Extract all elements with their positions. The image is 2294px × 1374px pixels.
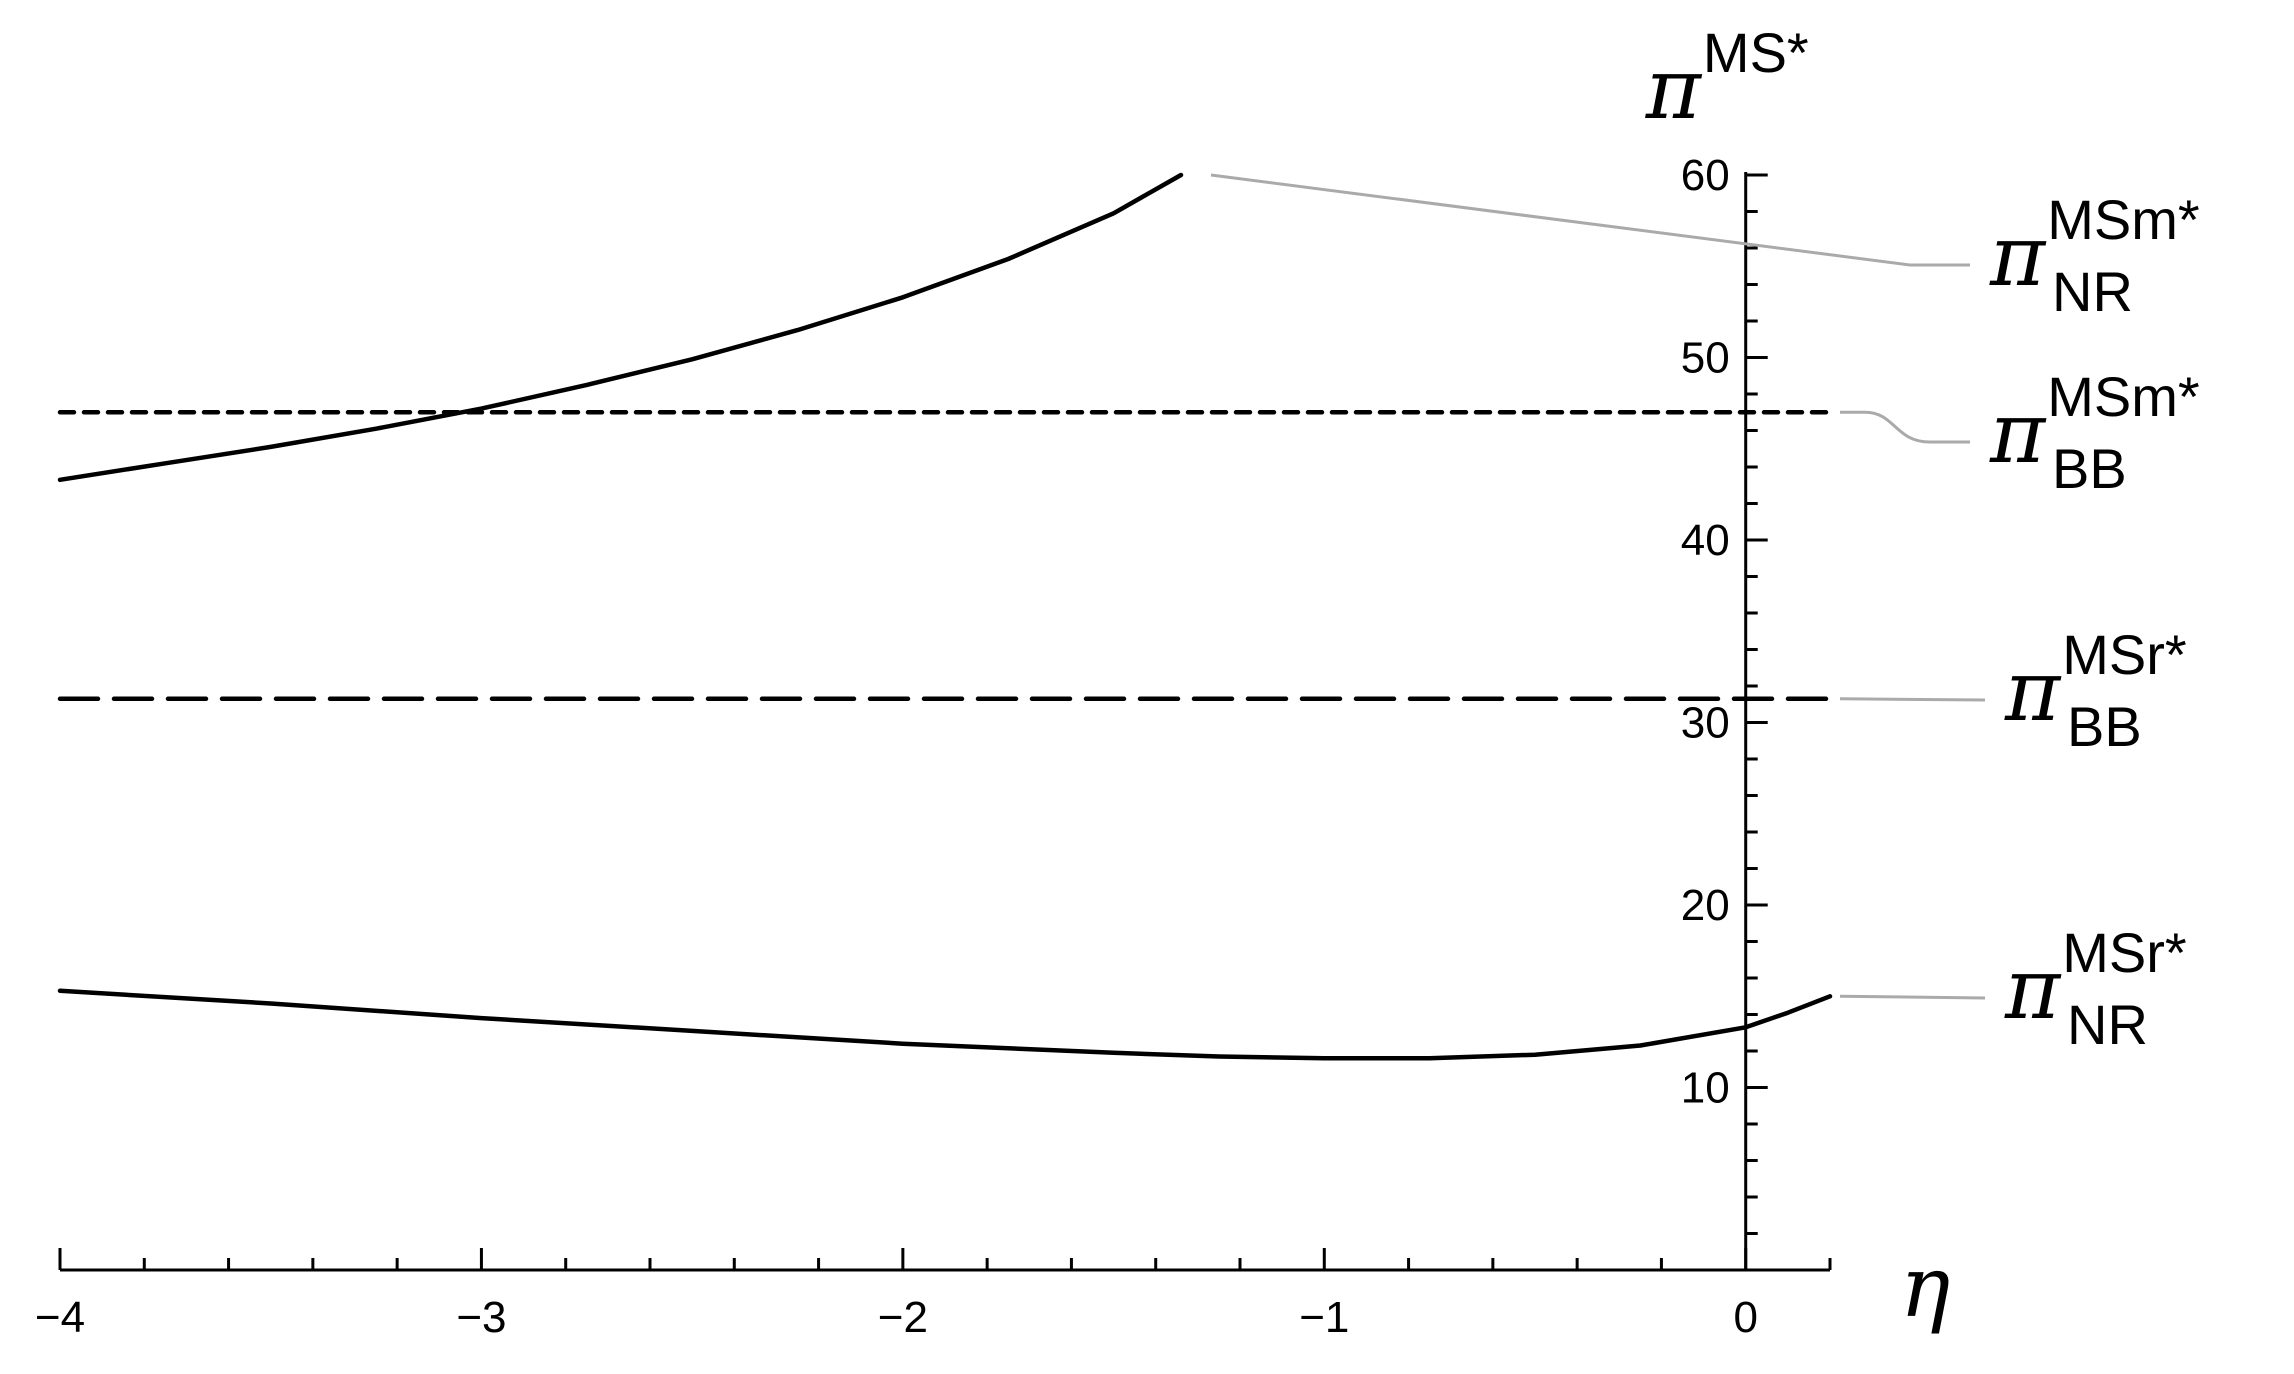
tick-labels: −4 −3 −2 −1 0 10 20 30 40 50 60 bbox=[35, 151, 1758, 1342]
series-label-1: πMSm* bbox=[1989, 188, 2200, 305]
x-tick-label: 0 bbox=[1733, 1293, 1757, 1342]
axis-titles: πMS* η bbox=[1645, 21, 1951, 1336]
series-label-subscript: NR bbox=[2067, 993, 2148, 1056]
series-label-superscript: MSm* bbox=[2047, 188, 2199, 251]
series-label-superscript: MSr* bbox=[2062, 623, 2186, 686]
x-tick-label: −4 bbox=[35, 1293, 85, 1342]
leader-line-2 bbox=[1840, 410, 1970, 444]
x-tick-label: −3 bbox=[456, 1293, 506, 1342]
y-axis-title-superscript: MS* bbox=[1703, 21, 1809, 84]
x-tick-label: −2 bbox=[878, 1293, 928, 1342]
series-label-4: πMSr* bbox=[2004, 921, 2187, 1038]
series-label-superscript: MSm* bbox=[2047, 365, 2199, 428]
leader-line-1 bbox=[1210, 173, 1970, 267]
y-axis-title-symbol: π bbox=[1645, 40, 1703, 138]
series-label-2: πMSm* bbox=[1989, 365, 2200, 482]
x-axis-title: η bbox=[1900, 1238, 1950, 1336]
y-tick-label: 40 bbox=[1681, 516, 1730, 565]
series-label-subscript: NR bbox=[2052, 260, 2133, 323]
series-label-symbol: π bbox=[1989, 207, 2047, 305]
series-line-1 bbox=[57, 172, 1184, 483]
series-group bbox=[57, 172, 1833, 1061]
y-tick-label: 60 bbox=[1681, 151, 1730, 200]
series-label-3: πMSr* bbox=[2004, 623, 2187, 740]
tick-marks bbox=[58, 173, 1832, 1270]
y-tick-label: 20 bbox=[1681, 881, 1730, 930]
series-label-symbol: π bbox=[2004, 940, 2062, 1038]
series-label-superscript: MSr* bbox=[2062, 921, 2186, 984]
series-label-symbol: π bbox=[1989, 384, 2047, 482]
series-line-4 bbox=[57, 988, 1833, 1061]
series-label-symbol: π bbox=[2004, 642, 2062, 740]
label-leaders bbox=[1210, 173, 1986, 1000]
series-label-subscript: BB bbox=[2067, 695, 2142, 758]
y-tick-label: 50 bbox=[1681, 334, 1730, 383]
y-tick-label: 30 bbox=[1681, 699, 1730, 748]
series-label-subscript: BB bbox=[2052, 437, 2127, 500]
leader-line-3 bbox=[1839, 697, 1986, 702]
y-axis-title: πMS* bbox=[1645, 21, 1809, 138]
axes bbox=[60, 172, 1830, 1272]
y-tick-label: 10 bbox=[1681, 1064, 1730, 1113]
x-tick-label: −1 bbox=[1299, 1293, 1349, 1342]
leader-line-4 bbox=[1839, 994, 1986, 1000]
